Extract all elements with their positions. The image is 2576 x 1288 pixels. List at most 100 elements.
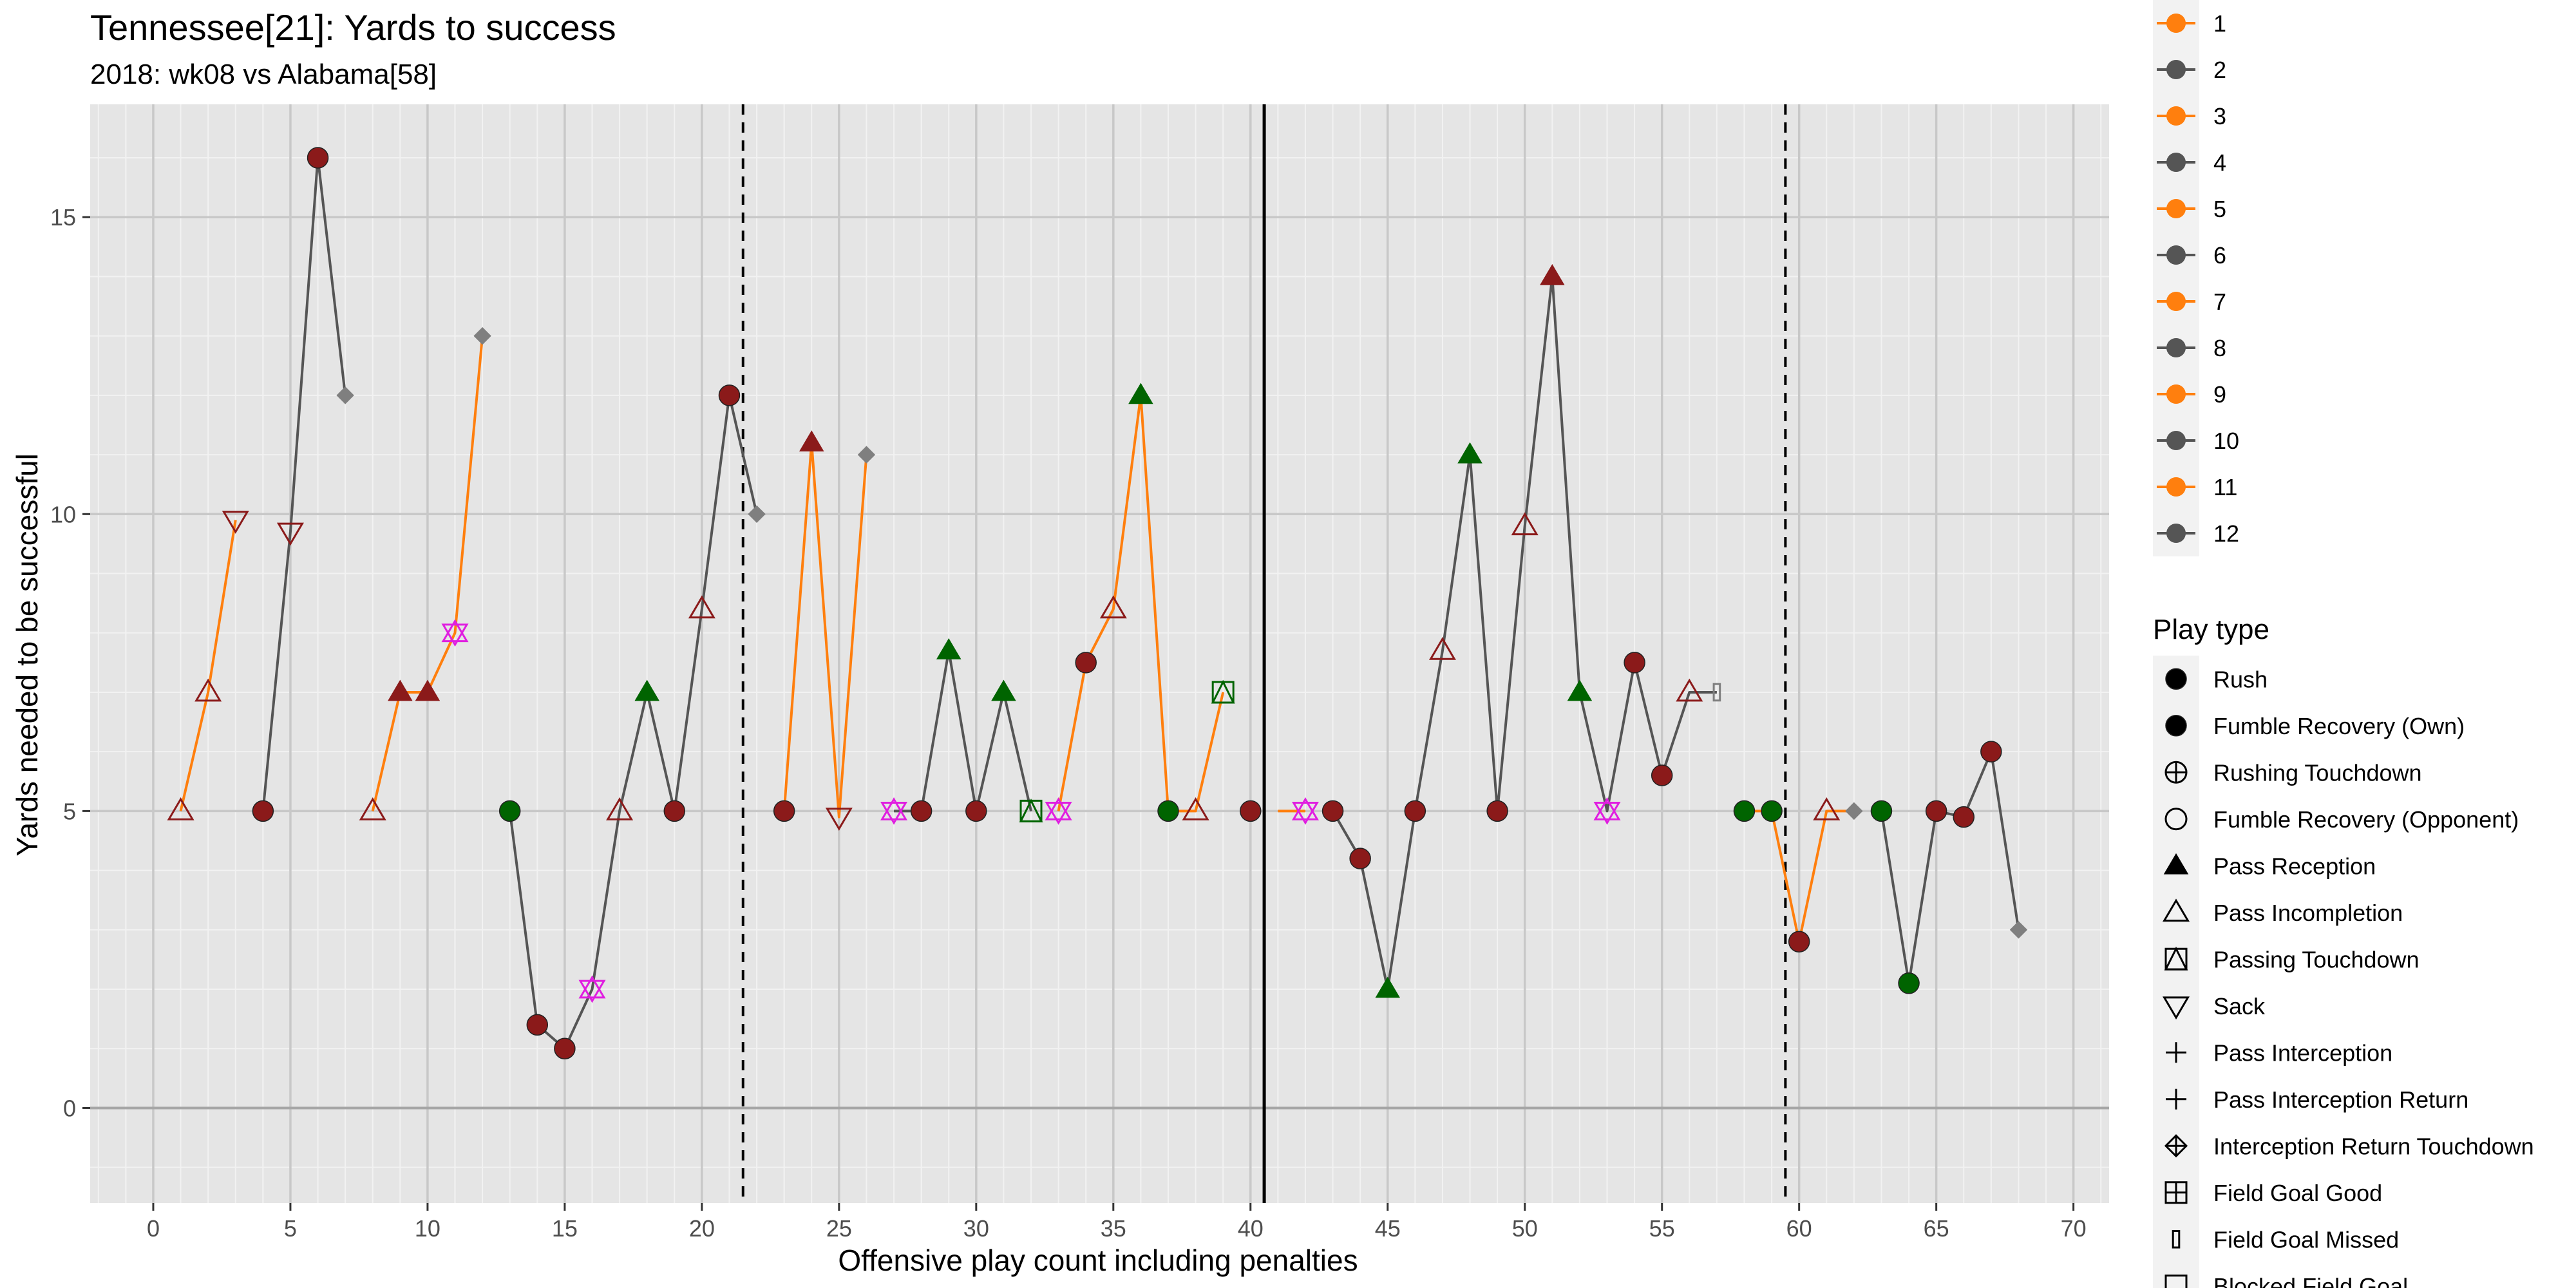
- play-type-legend-label: Fumble Recovery (Own): [2213, 713, 2465, 739]
- play-marker-21: [718, 384, 741, 406]
- play-marker-57: [1712, 683, 1721, 702]
- y-tick-label: 10: [50, 501, 76, 527]
- play-marker-47: [1428, 637, 1456, 660]
- play-marker-1: [167, 797, 194, 820]
- play-marker-23: [773, 800, 795, 822]
- drive-legend-label: 12: [2213, 520, 2239, 547]
- drive-legend-item: 7: [2153, 278, 2226, 325]
- play-marker-10: [415, 679, 440, 701]
- play-type-legend-label: Interception Return Touchdown: [2213, 1133, 2534, 1159]
- legend-key-square-plus: [2164, 1181, 2188, 1204]
- drive-legend-item: 2: [2153, 46, 2226, 93]
- legend-key-plus: [2166, 1042, 2186, 1063]
- play-marker-25: [825, 808, 853, 831]
- play-type-legend-item: Pass Interception Return: [2153, 1075, 2468, 1122]
- x-tick-label: 60: [1786, 1215, 1812, 1242]
- play-marker-28: [910, 800, 933, 822]
- play-marker-43: [1321, 800, 1344, 822]
- drive-legend-item: 3: [2153, 93, 2226, 139]
- plot-area: [90, 104, 2109, 1203]
- drive-line-5: [782, 441, 868, 819]
- play-marker-42: [1291, 797, 1319, 825]
- play-type-legend-label: Pass Interception: [2213, 1039, 2392, 1066]
- play-type-legend-item: Field Goal Good: [2153, 1169, 2382, 1216]
- play-type-legend-label: Sack: [2213, 993, 2266, 1019]
- play-marker-63: [1870, 800, 1893, 822]
- play-marker-26: [857, 446, 876, 464]
- play-marker-30: [965, 800, 987, 822]
- x-tick-label: 55: [1649, 1215, 1675, 1242]
- drive-legend-label: 6: [2213, 242, 2226, 269]
- play-marker-48: [1457, 442, 1482, 464]
- play-type-legend-label: Pass Incompletion: [2213, 900, 2403, 926]
- play-markers: [167, 147, 2028, 1059]
- drive-legend-label: 5: [2213, 196, 2226, 222]
- play-marker-59: [1761, 800, 1783, 822]
- play-type-legend-item: Fumble Recovery (Opponent): [2153, 795, 2519, 842]
- play-marker-24: [799, 430, 824, 452]
- play-type-legend-label: Fumble Recovery (Opponent): [2213, 806, 2519, 833]
- play-marker-22: [748, 505, 766, 523]
- drive-legend-label: 11: [2213, 474, 2237, 500]
- legend-key-diamond-plus: [2164, 1134, 2188, 1158]
- y-axis-title: Yards needed to be successful: [10, 453, 44, 857]
- drive-legend-item: 1: [2153, 0, 2226, 46]
- legend-key-plus: [2166, 1088, 2186, 1110]
- y-tick-label: 5: [63, 798, 76, 824]
- legend-key-triangle: [2163, 853, 2189, 875]
- play-marker-36: [1128, 383, 1153, 404]
- play-type-legend-label: Field Goal Good: [2213, 1180, 2382, 1206]
- play-type-legend-label: Rushing Touchdown: [2213, 759, 2422, 786]
- drive-legend-label: 2: [2213, 57, 2226, 83]
- drive-legend-label: 10: [2213, 428, 2239, 454]
- play-marker-31: [991, 679, 1016, 701]
- play-marker-19: [663, 800, 686, 822]
- play-marker-34: [1075, 652, 1097, 674]
- drive-legend-label: 9: [2213, 381, 2226, 408]
- play-marker-44: [1349, 848, 1371, 869]
- play-marker-39: [1211, 679, 1235, 704]
- play-marker-54: [1624, 652, 1645, 674]
- chart-subtitle: 2018: wk08 vs Alabama[58]: [90, 59, 437, 90]
- play-type-legend-item: Passing Touchdown: [2153, 936, 2420, 983]
- play-marker-50: [1511, 512, 1539, 536]
- play-marker-8: [359, 797, 386, 820]
- x-tick-label: 15: [552, 1215, 578, 1242]
- play-marker-37: [1157, 800, 1179, 822]
- play-marker-68: [2009, 921, 2028, 939]
- play-type-legend-item: Blocked Field Goal: [2153, 1262, 2408, 1288]
- play-type-legend-item: Rushing Touchdown: [2153, 749, 2422, 796]
- play-marker-66: [1953, 806, 1975, 828]
- legend-key-circle: [2165, 668, 2187, 690]
- x-tick-label: 10: [415, 1215, 440, 1242]
- x-tick-label: 50: [1512, 1215, 1538, 1242]
- x-tick-label: 40: [1238, 1215, 1264, 1242]
- play-marker-32: [1019, 799, 1043, 822]
- drive-line-4: [508, 393, 759, 1050]
- play-marker-11: [441, 619, 469, 647]
- legend-key-triangle-down-open: [2162, 996, 2190, 1020]
- legend-key-circle: [2165, 715, 2187, 737]
- drive-legend-item: 10: [2153, 417, 2239, 464]
- play-marker-35: [1099, 595, 1127, 619]
- play-marker-7: [336, 386, 354, 404]
- play-marker-58: [1733, 800, 1756, 822]
- x-tick-label: 20: [689, 1215, 715, 1242]
- play-marker-65: [1925, 800, 1947, 822]
- drive-legend-item: 8: [2153, 325, 2226, 371]
- x-tick-label: 0: [147, 1215, 160, 1242]
- x-tick-label: 30: [963, 1215, 989, 1242]
- play-marker-13: [498, 800, 521, 822]
- x-tick-label: 45: [1375, 1215, 1401, 1242]
- play-marker-15: [554, 1037, 576, 1059]
- plot-background: [90, 104, 2109, 1203]
- play-marker-62: [1845, 802, 1863, 820]
- play-marker-29: [936, 638, 961, 659]
- x-tick-label: 25: [826, 1215, 852, 1242]
- drive-legend-item: 11: [2153, 464, 2237, 510]
- play-marker-27: [880, 797, 908, 825]
- play-type-legend-label: Pass Interception Return: [2213, 1086, 2468, 1113]
- play-marker-49: [1486, 800, 1508, 822]
- play-type-legend-item: Field Goal Missed: [2153, 1216, 2399, 1263]
